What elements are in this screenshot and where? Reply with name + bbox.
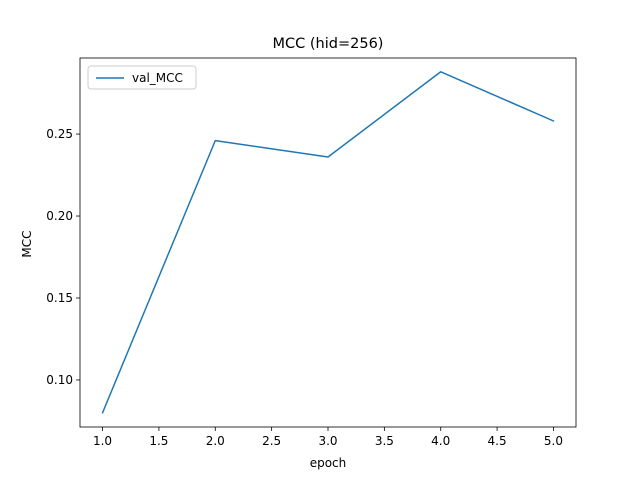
y-tick-label: 0.15 (46, 291, 73, 305)
legend-box (87, 65, 197, 90)
y-tick-label: 0.20 (46, 209, 73, 223)
x-tick-label: 1.5 (149, 434, 168, 448)
x-tick-label: 2.5 (262, 434, 281, 448)
x-tick-label: 3.5 (375, 434, 394, 448)
legend: val_MCC (87, 65, 197, 90)
y-tick-label: 0.10 (46, 373, 73, 387)
plot-area: 1.0 1.5 2.0 2.5 3.0 3.5 4.0 4.5 5.0 0.10 0.15 0.20 0… (46, 57, 577, 448)
y-axis-title: MCC (20, 230, 34, 257)
x-tick-label: 4.5 (488, 434, 507, 448)
x-tick-label: 2.0 (206, 434, 225, 448)
x-tick-label: 4.0 (431, 434, 450, 448)
x-tick-label: 3.0 (318, 434, 337, 448)
y-tick-label: 0.25 (46, 127, 73, 141)
x-axis-title: epoch (310, 456, 347, 470)
legend-label: val_MCC (132, 71, 183, 85)
chart-title: MCC (hid=256) (273, 36, 384, 52)
x-tick-label: 1.0 (93, 434, 112, 448)
x-tick-label: 5.0 (544, 434, 563, 448)
